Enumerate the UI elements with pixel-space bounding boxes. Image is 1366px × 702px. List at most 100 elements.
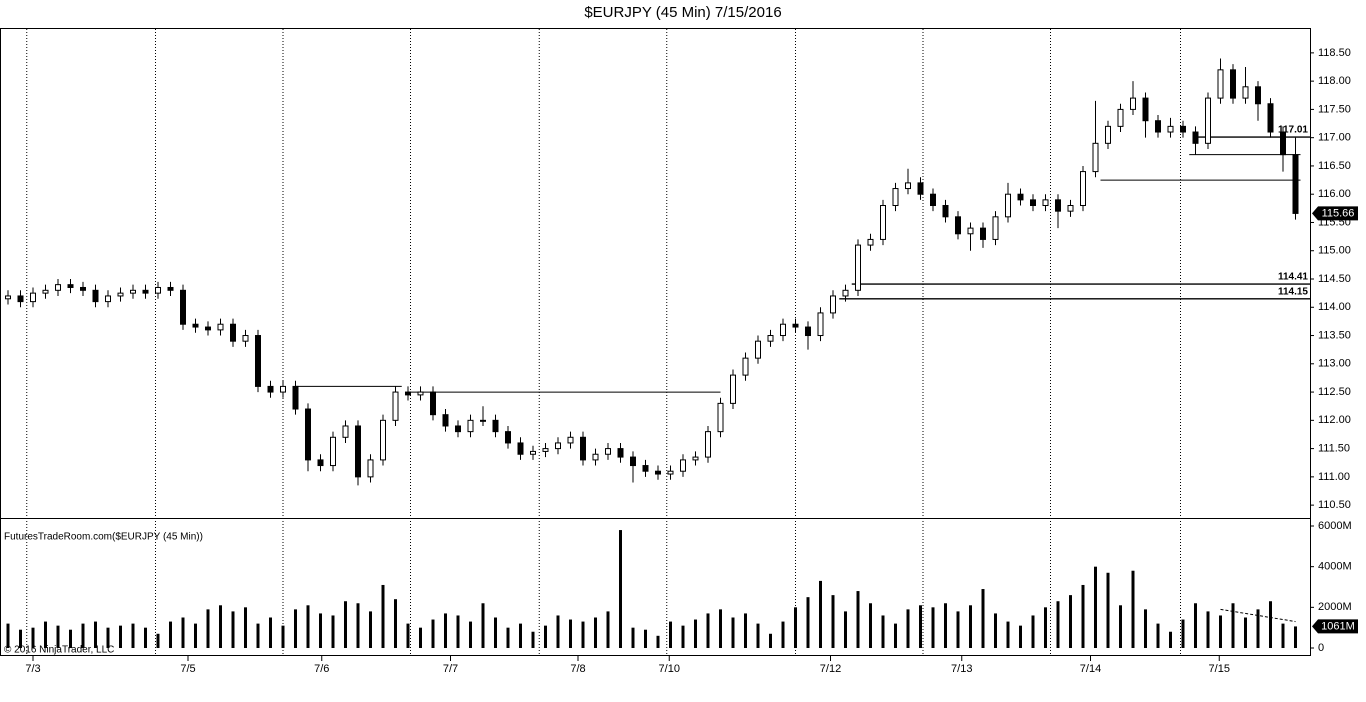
volume-bar	[406, 623, 410, 649]
y-tick-label: 113.50	[1318, 329, 1351, 341]
volume-bar	[481, 603, 485, 649]
candle-body	[1192, 131, 1199, 144]
volume-bar	[231, 611, 235, 649]
candle-body	[855, 244, 861, 291]
candle-body	[742, 357, 749, 376]
volume-bar	[206, 609, 210, 649]
volume-bar	[1169, 631, 1172, 649]
volume-bar	[1281, 623, 1285, 649]
candle-body	[92, 289, 99, 303]
volume-bar	[56, 625, 60, 649]
volume-bar	[1194, 603, 1197, 649]
volume-bar	[319, 613, 322, 649]
candle-body	[217, 323, 224, 331]
candle-body	[842, 289, 849, 297]
y-tick-label: 114.00	[1318, 301, 1351, 313]
candle-body	[480, 419, 486, 422]
volume-y-tick-label: 0	[1318, 642, 1324, 654]
x-tick-label: 7/5	[180, 663, 195, 675]
candle-body	[830, 295, 836, 314]
volume-bar	[344, 601, 347, 649]
candle-body	[417, 391, 424, 396]
candle-body	[180, 289, 186, 325]
volume-bar	[669, 621, 672, 649]
volume-bar	[1244, 617, 1247, 649]
candle-body	[1267, 103, 1274, 133]
volume-bar	[44, 621, 47, 649]
volume-bar	[819, 580, 822, 649]
last-price-label: 115.66	[1322, 207, 1355, 219]
candle-body	[605, 448, 611, 455]
volume-bar	[1156, 623, 1160, 649]
candle-body	[667, 470, 674, 475]
volume-bar	[531, 631, 535, 649]
candle-body	[642, 465, 649, 472]
volume-bar	[519, 623, 522, 649]
volume-bar	[169, 621, 172, 649]
volume-bar	[431, 619, 435, 649]
candle-body	[692, 456, 699, 461]
candle-body	[917, 182, 924, 195]
candle-body	[230, 323, 236, 342]
volume-bar	[131, 623, 135, 649]
volume-panel-label: FuturesTradeRoom.com($EURJPY (45 Min))	[4, 532, 203, 543]
candle-body	[380, 419, 386, 461]
y-tick-label: 117.50	[1318, 103, 1351, 115]
y-tick-label: 115.00	[1318, 245, 1351, 257]
volume-bar	[6, 623, 10, 649]
y-tick-label: 118.50	[1318, 47, 1351, 59]
volume-bar	[156, 633, 160, 649]
volume-bar	[469, 621, 472, 649]
volume-bar	[769, 633, 772, 649]
y-tick-label: 110.50	[1318, 499, 1351, 511]
candle-body	[5, 295, 11, 300]
candle-body	[580, 436, 586, 461]
volume-bar	[681, 625, 685, 649]
volume-bar	[619, 530, 622, 649]
volume-bar	[556, 615, 560, 649]
y-tick-label: 112.00	[1318, 414, 1351, 426]
candle-body	[617, 448, 624, 458]
volume-bar	[569, 619, 572, 649]
candle-body	[1242, 86, 1249, 99]
candle-body	[1030, 199, 1036, 207]
candle-body	[142, 289, 149, 294]
candle-body	[1092, 142, 1099, 173]
volume-bar	[644, 629, 647, 649]
candle-body	[1167, 125, 1174, 133]
x-tick-label: 7/6	[314, 663, 329, 675]
candle-body	[192, 323, 199, 328]
volume-bar	[1256, 609, 1260, 649]
plot-frame	[0, 28, 1311, 656]
candle-body	[280, 385, 286, 393]
candle-body	[805, 326, 811, 337]
volume-bar	[881, 615, 885, 649]
volume-bar	[956, 611, 960, 649]
candle-body	[330, 436, 336, 467]
candle-body	[1292, 154, 1299, 214]
candle-body	[1217, 69, 1224, 99]
candle-body	[542, 448, 549, 452]
candle-body	[30, 292, 36, 303]
volume-bar	[856, 591, 860, 649]
volume-bar	[269, 617, 272, 649]
volume-bar	[331, 615, 335, 649]
volume-bar	[581, 621, 585, 649]
candle-body	[755, 340, 761, 359]
volume-bar	[69, 629, 72, 649]
candle-body	[517, 442, 524, 455]
volume-bar	[831, 595, 835, 649]
volume-bar	[631, 627, 635, 649]
candle-body	[317, 459, 324, 467]
candle-body	[1180, 125, 1186, 133]
volume-trendline	[1220, 608, 1296, 623]
candle-body	[1280, 131, 1286, 156]
volume-bar	[919, 605, 922, 649]
volume-bar	[419, 627, 422, 649]
volume-bar	[144, 627, 147, 649]
volume-bar	[744, 613, 747, 649]
x-tick-label: 7/15	[1209, 663, 1230, 675]
y-tick-label: 111.00	[1318, 471, 1350, 483]
volume-bar	[1219, 615, 1222, 649]
volume-bar	[781, 621, 785, 649]
